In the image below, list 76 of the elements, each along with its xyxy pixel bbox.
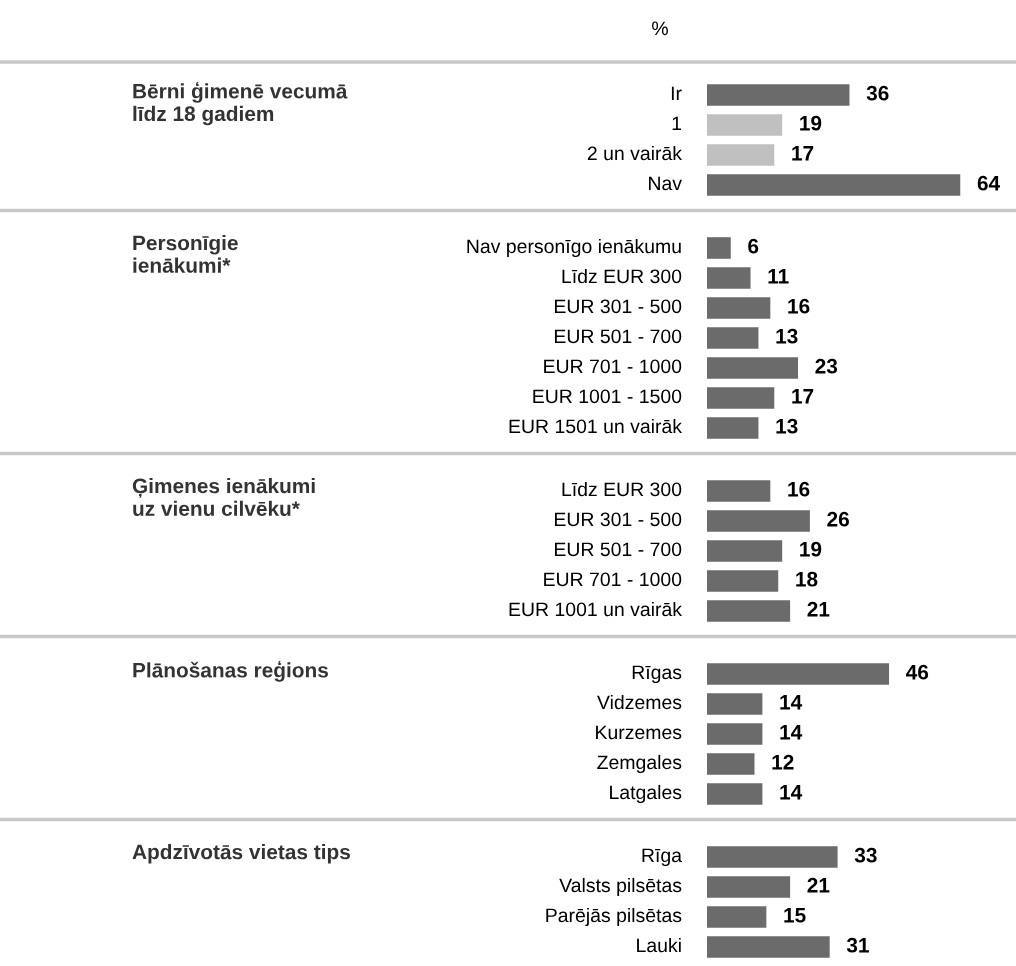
data-label: 64 bbox=[977, 175, 1001, 191]
y-tick-label: EUR 1001 - 1500 bbox=[533, 389, 682, 404]
data-label: 14 bbox=[780, 695, 803, 710]
bar bbox=[707, 417, 759, 439]
data-label: 16 bbox=[788, 298, 810, 314]
y-tick-label: EUR 1501 un vairāk bbox=[509, 418, 683, 434]
y-tick-label: Zemgales bbox=[597, 754, 682, 774]
y-tick-label: EUR 701 - 1000 bbox=[544, 359, 682, 374]
data-label: 6 bbox=[748, 238, 759, 254]
y-tick-label: EUR 501 - 700 bbox=[554, 329, 682, 344]
bar bbox=[707, 540, 783, 562]
bar bbox=[707, 84, 850, 106]
data-label: 13 bbox=[776, 328, 798, 344]
bar bbox=[707, 267, 751, 289]
y-tick-label: Rīga bbox=[642, 848, 682, 867]
data-label: 19 bbox=[800, 541, 822, 557]
bar bbox=[707, 297, 771, 319]
data-label: 11 bbox=[768, 269, 789, 284]
y-axis-title: Personīgie ienākumi* bbox=[133, 235, 238, 273]
y-tick-label: Lauki bbox=[637, 937, 681, 953]
y-tick-label: Kurzemes bbox=[596, 725, 682, 740]
data-label: 46 bbox=[906, 664, 929, 680]
bar bbox=[707, 144, 775, 166]
bar bbox=[707, 387, 775, 409]
bar bbox=[707, 876, 791, 898]
y-tick-label: Līdz EUR 300 bbox=[562, 268, 682, 284]
y-axis-title: Plānošanas reģions bbox=[133, 661, 328, 682]
data-label: 14 bbox=[780, 785, 803, 800]
y-tick-label: Valsts pilsētas bbox=[559, 877, 682, 897]
y-tick-label: 2 un vairāk bbox=[587, 145, 683, 161]
y-tick-label: Ir bbox=[671, 86, 682, 101]
y-tick-label: Līdz EUR 300 bbox=[562, 481, 682, 497]
bar bbox=[707, 570, 779, 592]
data-label: 12 bbox=[772, 754, 794, 770]
y-axis-title: Apdzīvotās vietas tips bbox=[132, 844, 350, 864]
data-label: 33 bbox=[854, 847, 877, 863]
data-label: 36 bbox=[866, 85, 889, 101]
y-axis-title: Ģimenes ienākumi uz vienu cilvēku* bbox=[132, 478, 315, 517]
y-tick-label: Nav bbox=[649, 176, 682, 191]
text: % bbox=[652, 21, 668, 36]
y-tick-label: Parējās pilsētas bbox=[546, 907, 682, 927]
data-label: 15 bbox=[784, 908, 806, 923]
y-tick-label: EUR 301 - 500 bbox=[554, 299, 682, 314]
bar bbox=[707, 936, 830, 958]
y-tick-label: EUR 1001 un vairāk bbox=[509, 601, 683, 617]
data-label: 13 bbox=[776, 418, 798, 434]
y-tick-label: EUR 701 - 1000 bbox=[544, 572, 682, 587]
bar bbox=[707, 906, 767, 928]
data-label: 31 bbox=[846, 937, 869, 953]
bar bbox=[707, 114, 783, 136]
y-tick-label: EUR 301 - 500 bbox=[554, 512, 682, 527]
data-label: 14 bbox=[780, 725, 803, 740]
bar bbox=[707, 357, 799, 379]
bar bbox=[707, 510, 810, 532]
data-label: 16 bbox=[788, 481, 810, 497]
bar bbox=[707, 846, 838, 868]
bar bbox=[707, 327, 759, 349]
bar bbox=[707, 174, 961, 196]
y-tick-label: 1 bbox=[672, 116, 682, 131]
y-tick-label: Nav personīgo ienākumu bbox=[467, 238, 681, 258]
data-label: 26 bbox=[827, 511, 849, 527]
y-tick-label: Rīgas bbox=[632, 665, 682, 684]
bar bbox=[707, 480, 771, 502]
y-tick-label: Latgales bbox=[610, 784, 682, 804]
data-label: 18 bbox=[796, 571, 818, 587]
bar bbox=[707, 600, 791, 622]
data-label: 19 bbox=[800, 115, 822, 131]
data-label: 21 bbox=[807, 601, 830, 617]
data-label: 17 bbox=[792, 146, 814, 161]
data-label: 21 bbox=[807, 877, 830, 893]
y-axis-title: Bērni ģimenē vecumā līdz 18 gadiem bbox=[133, 82, 348, 126]
data-label: 23 bbox=[815, 358, 838, 374]
data-label: 17 bbox=[792, 389, 814, 404]
y-tick-label: Vidzemes bbox=[597, 694, 682, 710]
y-tick-label: EUR 501 - 700 bbox=[554, 542, 682, 557]
bar bbox=[707, 237, 731, 259]
